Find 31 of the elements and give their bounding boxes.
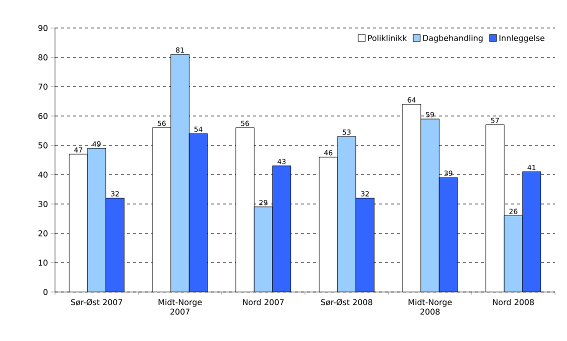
bar — [522, 171, 542, 292]
x-tick-label: Midt-Norge 2008 — [408, 298, 452, 315]
x-tick-label: Sør-Øst 2007 — [71, 298, 122, 306]
bar — [189, 134, 208, 292]
bar — [338, 136, 356, 292]
y-tick-label: 40 — [38, 172, 48, 178]
bar — [420, 118, 440, 292]
bar — [170, 54, 190, 292]
legend-label: Innleggelse — [500, 34, 544, 43]
bar — [356, 198, 374, 292]
x-tick-label: Midt-Norge 2007 — [158, 298, 202, 315]
x-tick-label: Nord 2007 — [243, 298, 284, 306]
legend-label: Poliklinikk — [368, 34, 407, 42]
bar — [504, 215, 523, 292]
y-tick-label: 10 — [38, 260, 48, 266]
y-tick-label: 90 — [38, 24, 48, 32]
legend-label: Dagbehandling — [423, 34, 483, 43]
bar — [106, 198, 124, 292]
y-tick-label: 50 — [38, 142, 48, 148]
x-tick-label: Sør-Øst 2008 — [321, 298, 372, 306]
y-tick-label: 30 — [38, 200, 48, 208]
bar — [272, 166, 291, 292]
y-tick-label: 80 — [38, 54, 48, 60]
y-tick-label: 0 — [43, 288, 48, 296]
bar — [254, 206, 273, 292]
y-tick-label: 60 — [38, 112, 48, 120]
y-tick-label: 20 — [38, 230, 48, 236]
y-tick-label: 70 — [38, 84, 48, 90]
bar — [439, 178, 458, 292]
bar — [88, 148, 106, 292]
x-tick-label: Nord 2008 — [493, 298, 534, 306]
